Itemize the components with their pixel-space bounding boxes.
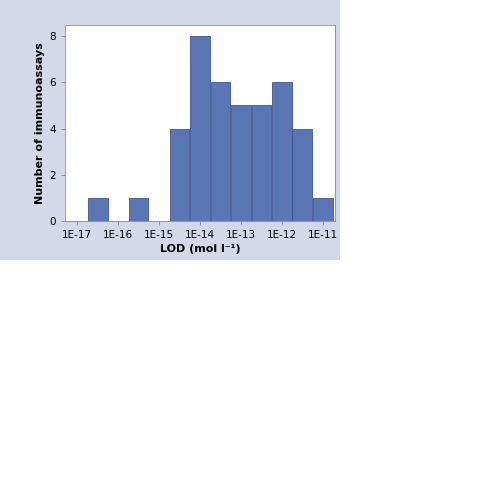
- Bar: [231, 106, 250, 221]
- X-axis label: LOD (mol l⁻¹): LOD (mol l⁻¹): [160, 244, 240, 254]
- Bar: [210, 82, 231, 221]
- Bar: [170, 129, 190, 221]
- Bar: [272, 82, 291, 221]
- Bar: [190, 36, 210, 221]
- Bar: [129, 198, 148, 221]
- Bar: [292, 129, 312, 221]
- Bar: [88, 198, 108, 221]
- Bar: [252, 106, 271, 221]
- Y-axis label: Number of immunoassays: Number of immunoassays: [35, 42, 45, 204]
- Bar: [313, 198, 332, 221]
